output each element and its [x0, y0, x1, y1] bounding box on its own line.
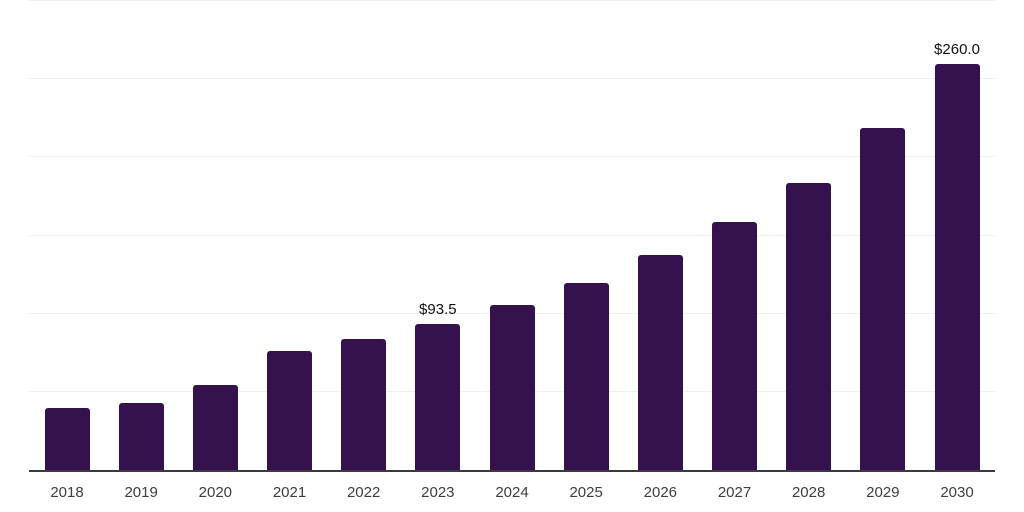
x-tick-label-2019: 2019 — [124, 484, 158, 501]
x-tick-label-2028: 2028 — [791, 484, 826, 501]
x-tick-label-2027: 2027 — [717, 484, 752, 501]
x-tick-label-2029: 2029 — [866, 484, 900, 501]
plot-area: $93.5 $260.0 — [29, 0, 995, 472]
x-tick-label-2025: 2025 — [569, 484, 603, 501]
gridline-150 — [29, 234, 995, 236]
bar-2030 — [934, 63, 980, 470]
gridline-250 — [29, 78, 995, 80]
bar-value-label-2023: $93.5 — [419, 300, 457, 318]
bar-2027 — [712, 221, 757, 470]
bar-2022 — [341, 338, 387, 470]
x-tick-label-2021: 2021 — [272, 484, 307, 501]
bar-2026 — [637, 255, 683, 470]
bar-2019 — [118, 403, 164, 470]
gridline-300 — [29, 0, 995, 1]
x-tick-label-2023: 2023 — [421, 484, 455, 501]
x-tick-label-2024: 2024 — [495, 484, 529, 501]
bar-2029 — [860, 128, 906, 470]
bar-2021 — [267, 351, 312, 470]
gridline-200 — [29, 156, 995, 158]
bar-2028 — [786, 182, 832, 470]
x-tick-label-2022: 2022 — [346, 484, 381, 501]
bar-2023 — [415, 323, 461, 470]
x-tick-label-2026: 2026 — [643, 484, 678, 501]
x-tick-label-2020: 2020 — [198, 484, 233, 501]
bar-value-label-2030: $260.0 — [934, 40, 980, 58]
bar-2024 — [489, 304, 535, 470]
bar-2018 — [44, 408, 90, 470]
bar-2025 — [563, 282, 609, 470]
bar-2020 — [192, 384, 238, 470]
x-tick-label-2030: 2030 — [940, 484, 974, 501]
x-tick-label-2018: 2018 — [50, 484, 84, 501]
